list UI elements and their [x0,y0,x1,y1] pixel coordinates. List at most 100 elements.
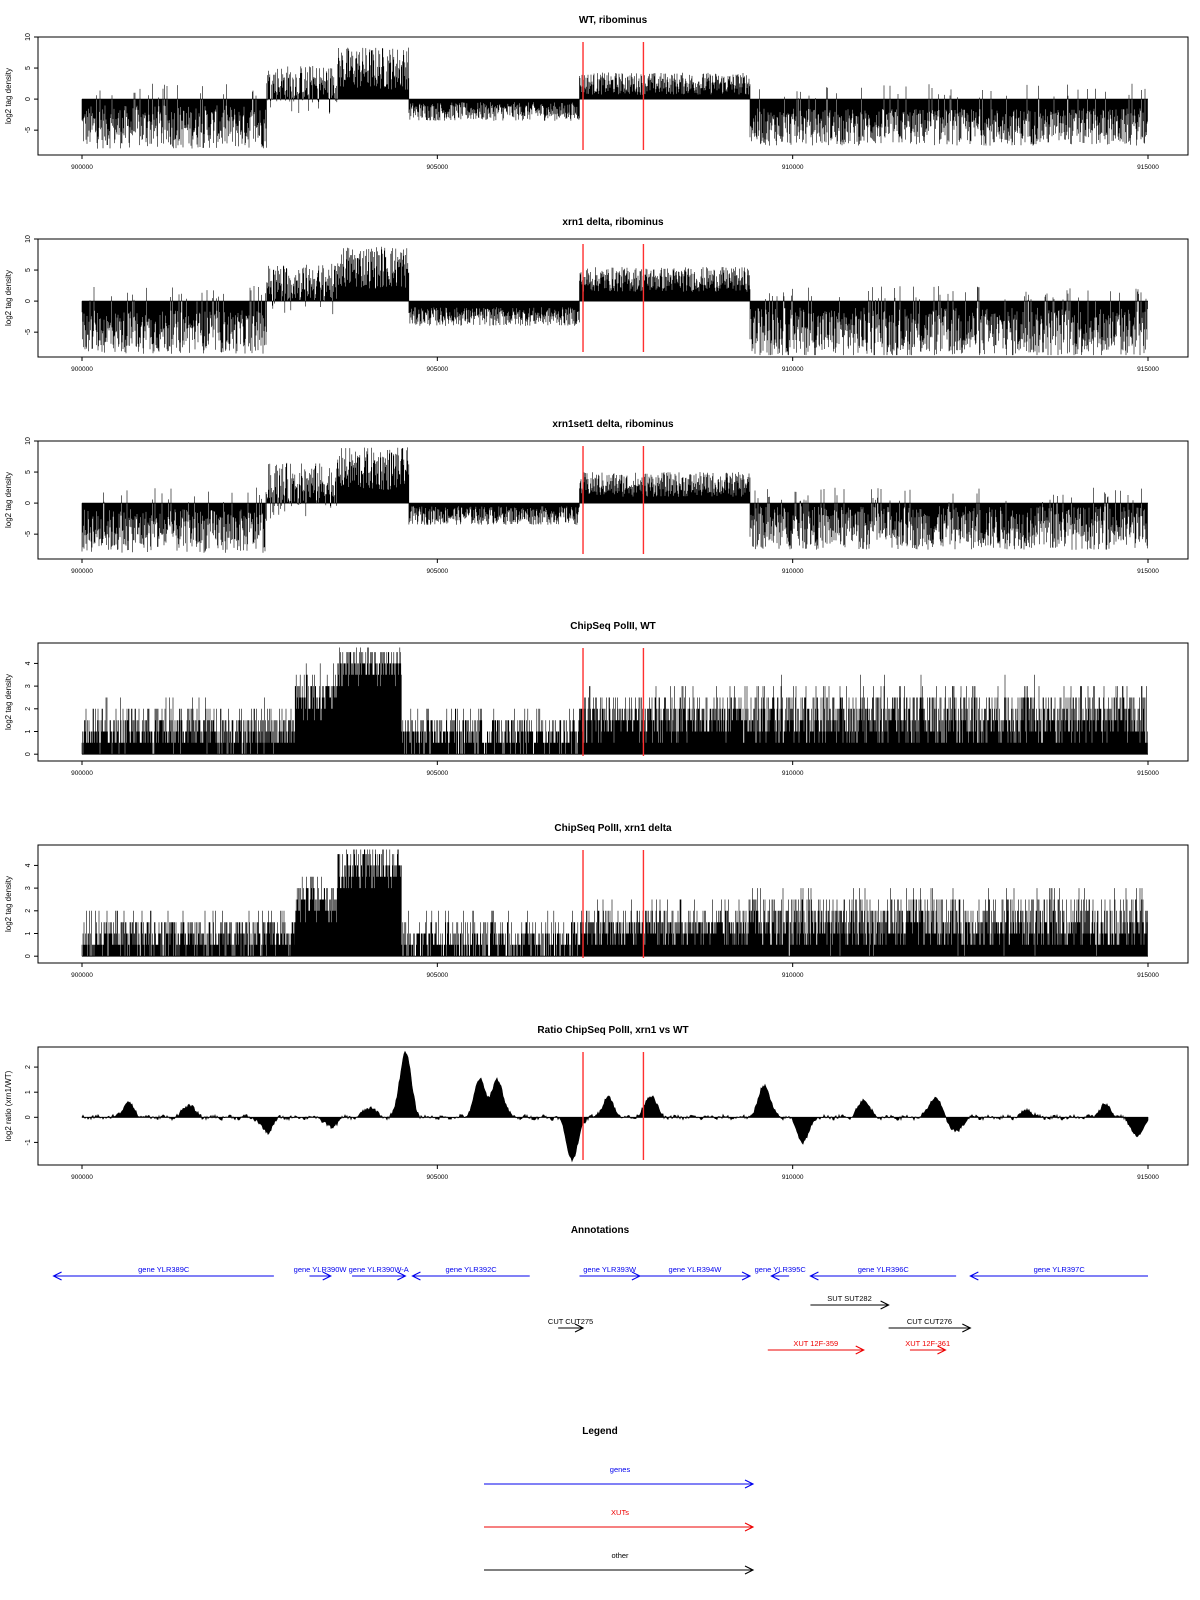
panel-title: xrn1 delta, ribominus [562,217,664,228]
density-bars [81,246,1148,356]
panel-3: ChipSeq PolII, WT log2 tag density 0 1 2 3 4 90… [4,621,1189,777]
plot-frame [37,642,1189,762]
y-axis-label: log2 tag density [4,472,13,528]
x-tick-label: 900000 [71,770,93,777]
x-tick-label: 915000 [1137,164,1159,171]
y-tick-label: 3 [25,886,32,890]
panel-4: ChipSeq PolII, xrn1 delta log2 tag densit… [4,823,1189,979]
feature-label: SUT SUT282 [827,1294,871,1303]
y-tick-label: 0 [25,954,32,958]
y-tick-label: -1 [25,1139,32,1145]
feature-arrow [579,1271,642,1281]
x-tick-label: 900000 [71,164,93,171]
x-tick-label: 910000 [782,770,804,777]
feature-label: gene YLR394W [669,1265,723,1274]
y-tick-label: 4 [25,863,32,867]
y-axis-label: log2 tag density [4,674,13,730]
plot-frame [37,844,1189,964]
panel-title: ChipSeq PolII, xrn1 delta [554,823,672,834]
feature-arrow [558,1323,585,1333]
x-tick-label: 915000 [1137,770,1159,777]
plot-frame [37,440,1189,560]
annotations-title: Annotations [571,1225,630,1236]
plot-frame [37,36,1189,156]
feature-arrow [770,1271,790,1281]
legend-label: other [611,1551,629,1560]
feature-arrow [639,1271,752,1281]
y-tick-label: 1 [25,1090,32,1094]
legend-title: Legend [582,1426,618,1437]
y-tick-label: 0 [25,752,32,756]
density-bars [81,647,1148,755]
y-axis-label: log2 tag density [4,270,13,326]
panel-1: xrn1 delta, ribominus log2 tag density -5 0… [4,217,1189,373]
panel-5: Ratio ChipSeq PolII, xrn1 vs WT log2 rati… [4,1025,1189,1181]
y-tick-label: 0 [25,1115,32,1119]
feature-arrow [352,1271,407,1281]
x-tick-label: 905000 [426,972,448,979]
density-bars [81,47,1148,149]
feature-label: gene YLR392C [446,1265,498,1274]
feature-arrow [52,1271,274,1281]
y-tick-label: 0 [25,299,32,303]
feature-label: gene YLR393W [583,1265,637,1274]
x-tick-label: 915000 [1137,972,1159,979]
x-tick-label: 915000 [1137,568,1159,575]
x-tick-label: 905000 [426,770,448,777]
feature-label: gene YLR395C [755,1265,807,1274]
feature-label: gene YLR389C [138,1265,190,1274]
density-bars [81,849,1148,957]
legend-arrow [484,1479,755,1489]
y-tick-label: 0 [25,501,32,505]
legend-arrow [484,1565,755,1575]
legend-label: XUTs [611,1508,629,1517]
legend-arrow [484,1522,755,1532]
ratio-area [81,1050,1149,1163]
x-tick-label: 905000 [426,568,448,575]
y-tick-label: 10 [25,437,32,445]
feature-arrow [909,1345,947,1355]
feature-label: XUT 12F-359 [793,1339,838,1348]
x-tick-label: 910000 [782,568,804,575]
y-tick-label: -5 [25,329,32,335]
x-tick-label: 910000 [782,1174,804,1181]
feature-arrow [411,1271,530,1281]
feature-arrow [309,1271,332,1281]
y-tick-label: 2 [25,909,32,913]
y-tick-label: 2 [25,707,32,711]
y-tick-label: 5 [25,470,32,474]
plot-frame [37,238,1189,358]
panel-title: WT, ribominus [579,15,648,26]
feature-label: CUT CUT275 [548,1317,593,1326]
y-tick-label: -5 [25,531,32,537]
y-axis-label: log2 ratio (xrn1/WT) [4,1070,13,1141]
x-tick-label: 910000 [782,972,804,979]
y-tick-label: 1 [25,931,32,935]
feature-label: XUT 12F-361 [905,1339,950,1348]
panel-title: ChipSeq PolII, WT [570,621,656,632]
plot-frame [37,1046,1189,1166]
x-tick-label: 900000 [71,972,93,979]
feature-arrow [810,1300,890,1310]
legend-panel: Legend genes XUTs other [484,1426,755,1575]
legend-label: genes [610,1465,631,1474]
feature-arrow [969,1271,1148,1281]
y-tick-label: 10 [25,33,32,41]
density-bars [81,447,1148,553]
feature-label: CUT CUT276 [907,1317,952,1326]
y-tick-label: 10 [25,235,32,243]
y-tick-label: 3 [25,684,32,688]
feature-arrow [809,1271,957,1281]
feature-arrow [767,1345,865,1355]
x-tick-label: 905000 [426,164,448,171]
feature-arrow [888,1323,972,1333]
feature-label: gene YLR396C [858,1265,910,1274]
y-tick-label: -5 [25,127,32,133]
x-tick-label: 900000 [71,568,93,575]
y-tick-label: 0 [25,97,32,101]
y-axis-label: log2 tag density [4,876,13,932]
panel-title: Ratio ChipSeq PolII, xrn1 vs WT [537,1025,688,1036]
panel-2: xrn1set1 delta, ribominus log2 tag densit… [4,419,1189,575]
